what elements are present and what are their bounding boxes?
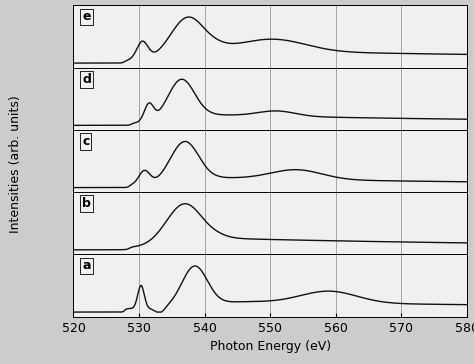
X-axis label: Photon Energy (eV): Photon Energy (eV) (210, 340, 331, 353)
Text: b: b (82, 197, 91, 210)
Text: a: a (82, 260, 91, 272)
Text: d: d (82, 73, 91, 86)
Text: Intensities (arb. units): Intensities (arb. units) (9, 95, 22, 233)
Text: c: c (82, 135, 90, 148)
Text: e: e (82, 11, 91, 23)
